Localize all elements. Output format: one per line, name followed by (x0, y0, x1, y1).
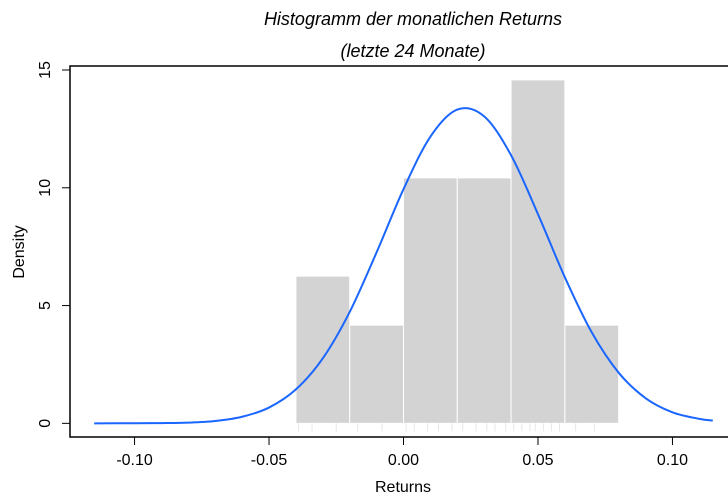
bar (564, 324, 620, 424)
x-tick-label: 0.10 (657, 452, 688, 469)
y-tick-label: 0 (37, 419, 54, 428)
bar (349, 324, 405, 424)
y-tick-label: 10 (37, 179, 54, 197)
bar (295, 275, 351, 424)
y-tick-label: 5 (37, 301, 54, 310)
x-axis-label: Returns (375, 479, 431, 496)
x-tick-label: -0.10 (116, 452, 153, 469)
density-curve (94, 107, 713, 425)
bar (403, 177, 458, 424)
bar (510, 79, 566, 424)
y-axis-label: Density (11, 225, 28, 278)
x-tick-label: 0.00 (388, 452, 419, 469)
bar (456, 177, 512, 424)
x-tick-label: -0.05 (251, 452, 288, 469)
x-tick-label: 0.05 (522, 452, 553, 469)
chart-title: Histogramm der monatlichen Returns (264, 9, 562, 29)
y-tick-label: 15 (37, 61, 54, 79)
chart-subtitle: (letzte 24 Monate) (340, 41, 485, 61)
